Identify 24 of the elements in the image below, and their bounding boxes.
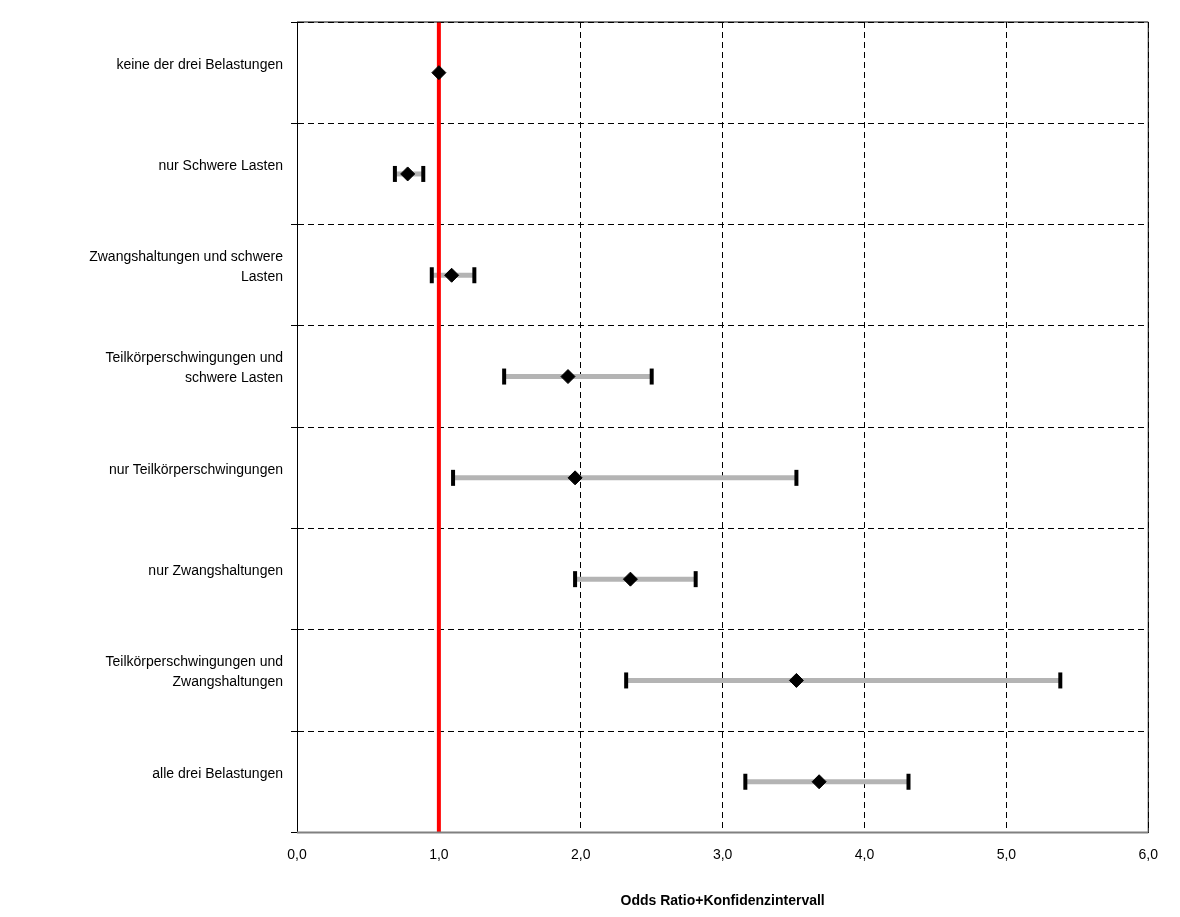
y-tick-label: keine der drei Belastungen (116, 55, 283, 72)
point (622, 571, 638, 587)
x-tick-label: 4,0 (854, 845, 875, 862)
y-tick-label: nur Schwere Lasten (158, 156, 283, 173)
x-tick-label: 1,0 (429, 845, 449, 862)
y-tick-label: Teilkörperschwingungen und schwere Lasten (105, 349, 283, 386)
x-tick-label: 5,0 (996, 845, 1017, 862)
y-tick-label: alle drei Belastungen (152, 764, 283, 781)
y-tick-label: Teilkörperschwingungen und Zwangshaltungen (105, 653, 283, 690)
x-tick-label: 2,0 (571, 845, 591, 862)
y-tick-label: nur Teilkörperschwingungen (108, 460, 283, 477)
point (560, 369, 576, 385)
point (444, 267, 460, 283)
x-tick-label: 3,0 (712, 845, 733, 862)
y-tick-label: Zwangshaltungen und schwere Lasten (89, 248, 284, 285)
y-tick-label: nur Zwangshaltungen (148, 562, 283, 579)
point (431, 65, 447, 81)
x-axis-title: Odds Ratio+Konfidenzintervall (620, 892, 825, 909)
x-tick-label: 0,0 (287, 845, 307, 862)
point (400, 166, 416, 182)
point (811, 774, 827, 790)
x-tick-label: 6,0 (1138, 845, 1159, 862)
point (567, 470, 583, 486)
point (788, 672, 804, 688)
